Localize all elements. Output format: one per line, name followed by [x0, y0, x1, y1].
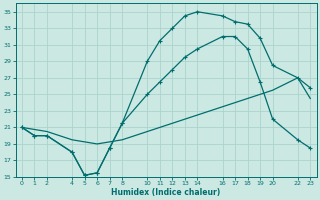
X-axis label: Humidex (Indice chaleur): Humidex (Indice chaleur) — [111, 188, 221, 197]
